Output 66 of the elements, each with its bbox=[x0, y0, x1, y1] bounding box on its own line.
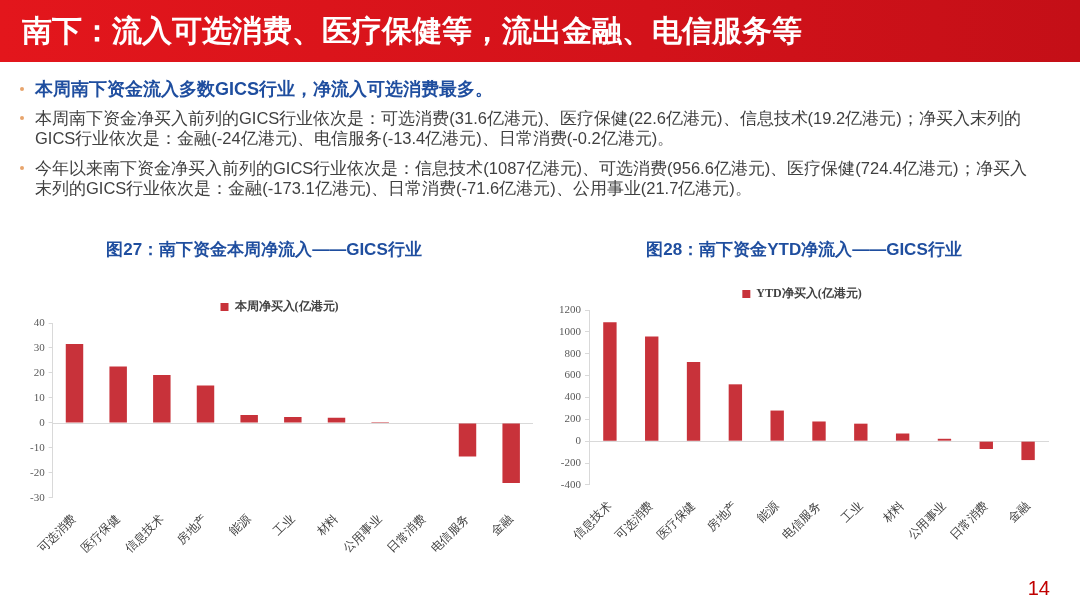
chart-title: 图28：南下资金YTD净流入——GICS行业 bbox=[645, 239, 963, 261]
x-tick-label: 日常消费 bbox=[384, 511, 429, 556]
x-tick-label: 房地产 bbox=[174, 511, 210, 547]
text: 今年以来南下资金净买入前列的GICS行业依次是：信息技术(1087亿港元)、可选消费(956.6亿港元)、医疗保健(724.4亿港元)；净买入末列的GICS行业依次是：金融(-173.1亿港元)、日常消费(-71.6亿港元)、公用事业(21.7亿港元)。 bbox=[35, 158, 1028, 198]
bar bbox=[153, 374, 171, 423]
text: 本周南下资金净买入前列的GICS行业依次是：可选消费(31.6亿港元)、医疗保健(22.6亿港元)、信息技术(19.2亿港元)；净买入末列的GICS行业依次是：金融(-24亿港元)、电信服务(-13.4亿港元)、日常消费(-0.2亿港元)。 bbox=[35, 108, 1022, 148]
y-tick-label: 200 bbox=[564, 412, 582, 425]
text: 南下：流入可选消费、医疗保健等，流出金融、电信服务等 bbox=[22, 13, 802, 49]
y-tick-label: -200 bbox=[560, 455, 582, 468]
x-tick-label: 房地产 bbox=[704, 498, 740, 534]
bar bbox=[812, 421, 826, 441]
x-tick-label: 工业 bbox=[838, 498, 866, 526]
bar bbox=[854, 423, 868, 441]
bar bbox=[770, 410, 784, 441]
x-tick-label: 日常消费 bbox=[946, 498, 991, 543]
x-tick-label: 信息技术 bbox=[122, 511, 167, 556]
x-tick-label: 材料 bbox=[313, 511, 341, 539]
bar bbox=[196, 385, 215, 423]
bar bbox=[686, 361, 701, 441]
legend-label: YTD净买入(亿港元) bbox=[756, 286, 862, 301]
x-tick-label: 医疗保健 bbox=[78, 511, 123, 556]
bar bbox=[65, 343, 84, 423]
y-tick-label: 400 bbox=[564, 390, 582, 403]
x-tick-label: 金融 bbox=[488, 511, 516, 539]
bar bbox=[240, 414, 258, 423]
y-tick-label: 0 bbox=[575, 434, 582, 447]
y-tick-label: 30 bbox=[33, 340, 46, 353]
y-tick-label: 800 bbox=[564, 346, 582, 359]
x-tick-label: 电信服务 bbox=[779, 498, 824, 543]
bar bbox=[109, 366, 127, 423]
x-tick-label: 工业 bbox=[270, 511, 298, 539]
y-tick-label: 10 bbox=[33, 390, 46, 403]
bar bbox=[458, 423, 477, 457]
legend-label: 本周净买入(亿港元) bbox=[233, 299, 339, 314]
bar bbox=[645, 336, 659, 441]
y-tick-label: 1200 bbox=[559, 302, 582, 315]
bar bbox=[1021, 441, 1035, 461]
x-tick-label: 医疗保健 bbox=[654, 498, 698, 543]
y-tick-label: -20 bbox=[29, 465, 46, 478]
text: 本周南下资金流入多数GICS行业，净流入可选消费最多。 bbox=[35, 78, 494, 101]
bar bbox=[728, 384, 743, 441]
x-tick-label: 能源 bbox=[754, 498, 782, 526]
y-tick-label: -10 bbox=[29, 440, 46, 453]
y-tick-label: -30 bbox=[29, 490, 46, 503]
bar bbox=[895, 433, 910, 441]
bar bbox=[603, 322, 617, 441]
y-tick-label: 0 bbox=[39, 415, 46, 428]
y-tick-label: -400 bbox=[560, 477, 582, 490]
x-tick-label: 材料 bbox=[879, 498, 907, 526]
chart-title: 图27：南下资金本周净流入——GICS行业 bbox=[105, 239, 423, 261]
y-tick-label: 600 bbox=[564, 368, 582, 381]
x-tick-label: 可选消费 bbox=[612, 498, 657, 543]
x-tick-label: 信息技术 bbox=[570, 498, 615, 543]
bar bbox=[502, 423, 520, 483]
x-tick-label: 可选消费 bbox=[35, 511, 79, 556]
y-tick-label: 40 bbox=[33, 315, 46, 328]
y-tick-label: 20 bbox=[33, 365, 46, 378]
x-tick-label: 公用事业 bbox=[904, 498, 949, 543]
x-tick-label: 电信服务 bbox=[428, 511, 472, 556]
text: 14 bbox=[1027, 576, 1050, 600]
x-tick-label: 能源 bbox=[226, 511, 254, 539]
x-tick-label: 金融 bbox=[1005, 498, 1033, 526]
bar bbox=[284, 416, 302, 423]
x-tick-label: 公用事业 bbox=[340, 511, 385, 556]
bar bbox=[979, 441, 993, 449]
y-tick-label: 1000 bbox=[559, 324, 582, 337]
